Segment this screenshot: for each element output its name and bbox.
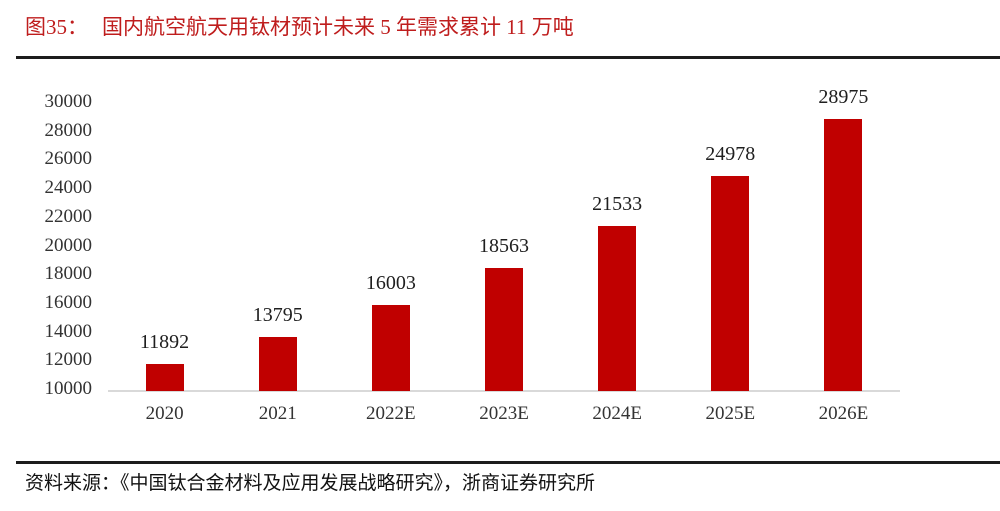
bar-value-label: 13795 <box>252 303 303 326</box>
y-tick-label: 16000 <box>44 291 93 313</box>
x-axis-label: 2020 <box>145 403 184 424</box>
y-tick-label: 24000 <box>44 177 93 199</box>
bar-value-label: 18563 <box>479 235 529 258</box>
x-axis-label: 2025E <box>705 403 756 424</box>
y-tick-label: 26000 <box>44 148 93 170</box>
figure-number-label: 图35： <box>25 15 88 39</box>
figure-title-text: 国内航空航天用钛材预计未来 5 年需求累计 11 万吨 <box>102 15 574 39</box>
y-tick-label: 20000 <box>44 234 93 256</box>
x-axis-label: 2024E <box>592 403 642 424</box>
bar <box>598 225 637 391</box>
title-divider-line <box>16 56 1000 59</box>
y-tick-label: 12000 <box>44 349 93 371</box>
y-tick-label: 18000 <box>44 263 93 285</box>
source-divider-line <box>16 461 1000 464</box>
y-tick-label: 14000 <box>44 320 93 342</box>
bar <box>824 118 863 391</box>
x-axis-line <box>108 390 900 392</box>
bar-value-label: 28975 <box>818 85 869 108</box>
x-axis-label: 2021 <box>258 403 297 424</box>
y-tick-label: 22000 <box>44 205 93 227</box>
x-axis-label: 2023E <box>479 403 529 424</box>
x-axis-label: 2026E <box>818 403 869 424</box>
bar-value-label: 16003 <box>365 271 416 294</box>
bar <box>711 176 750 391</box>
y-tick-label: 28000 <box>44 119 93 141</box>
y-tick-label: 30000 <box>44 91 93 112</box>
x-axis-label: 2022E <box>366 403 416 424</box>
bar <box>145 363 184 391</box>
figure-title: 图35： 国内航空航天用钛材预计未来 5 年需求累计 11 万吨 <box>25 13 574 41</box>
bar-value-label: 21533 <box>592 192 643 215</box>
bar <box>258 336 297 391</box>
bar <box>371 304 410 391</box>
source-note: 资料来源：《中国钛合金材料及应用发展战略研究》，浙商证券研究所 <box>25 473 596 494</box>
y-tick-label: 10000 <box>44 378 93 399</box>
bar <box>485 268 523 391</box>
bar-value-label: 11892 <box>139 330 190 353</box>
bar-value-label: 24978 <box>705 143 756 166</box>
